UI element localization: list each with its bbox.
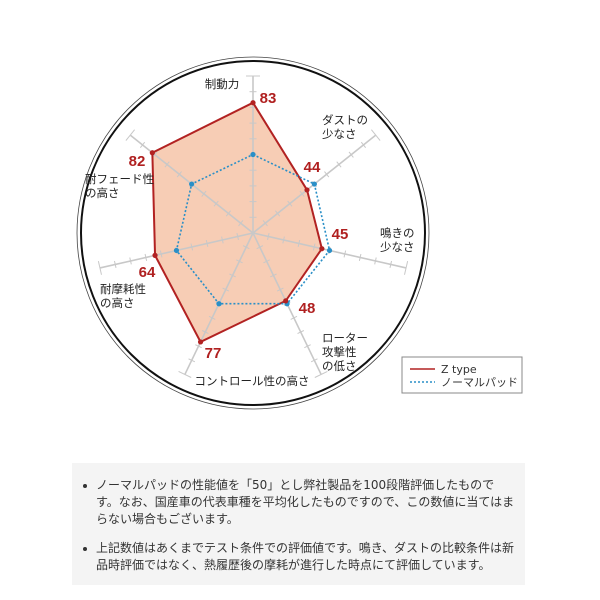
- axis-label: 攻撃性: [322, 345, 357, 359]
- z-type-line: [151, 101, 323, 344]
- axis-tick: [139, 141, 146, 148]
- axis-tick: [276, 287, 284, 292]
- z-type-value-label: 45: [332, 226, 349, 243]
- axis-label: 耐摩耗性: [100, 282, 146, 296]
- inner-ring: [80, 60, 426, 406]
- axis-tick: [274, 210, 281, 217]
- axis-tick: [324, 171, 330, 178]
- z-type-point: [197, 339, 204, 345]
- axis-tick: [201, 330, 209, 334]
- axis-label: の高さ: [100, 296, 135, 310]
- axis-tick: [236, 259, 243, 264]
- axis-label: 耐フェード性: [85, 172, 154, 186]
- z-type-value-label: 48: [299, 300, 316, 317]
- z-type-point: [319, 246, 325, 252]
- legend-box: [401, 356, 523, 394]
- axis-label: ダストの: [322, 113, 368, 127]
- axis-tick: [129, 257, 132, 265]
- z-type-value-label: 64: [139, 264, 156, 281]
- z-type-point: [250, 100, 256, 106]
- outer-ring: [76, 56, 430, 410]
- z-type-point: [149, 150, 155, 156]
- z-type-point: [283, 298, 289, 304]
- axis-tick: [242, 245, 250, 250]
- normal-pad-point: [173, 247, 180, 254]
- axis-tick: [201, 190, 207, 197]
- axis-tick: [297, 239, 301, 248]
- axis-tick: [304, 344, 311, 349]
- normal-pad-point: [250, 151, 256, 158]
- axis-label: ローター: [322, 331, 368, 345]
- axis-tick: [238, 220, 244, 227]
- axis-tick: [113, 260, 117, 268]
- axis-label: の高さ: [85, 186, 120, 200]
- axis-tick: [236, 232, 239, 241]
- axis-tick: [188, 358, 196, 363]
- axis-tick: [299, 190, 305, 197]
- axis-tick: [370, 129, 381, 141]
- axis-tick: [360, 141, 367, 148]
- axis-tick: [310, 358, 318, 363]
- axis-tick: [176, 171, 182, 178]
- z-type-value-label: 44: [304, 159, 321, 176]
- axis-tick: [213, 200, 219, 207]
- axis-tick: [343, 250, 347, 258]
- axis-tick: [270, 273, 277, 278]
- axis-tick: [190, 243, 194, 251]
- axis-label: 少なさ: [322, 127, 357, 141]
- axis-tick: [389, 260, 393, 268]
- axis-tick: [125, 129, 136, 141]
- axis-label: 鳴きの: [380, 226, 415, 240]
- axis-tick: [358, 253, 362, 261]
- normal-pad-point: [216, 301, 222, 307]
- axis-tick: [290, 315, 298, 320]
- axis-label: 少なさ: [380, 240, 415, 254]
- normal-pad-line: [175, 153, 331, 305]
- axis-tick: [229, 273, 236, 278]
- axis-tick: [195, 344, 202, 349]
- axis-tick: [312, 243, 316, 251]
- axis-tick: [178, 370, 192, 378]
- axis-tick: [159, 250, 163, 258]
- normal-pad-point: [189, 181, 195, 187]
- axis-tick: [404, 261, 409, 275]
- axis-tick: [144, 253, 148, 261]
- axis-tick: [282, 236, 285, 244]
- axis-tick: [205, 239, 209, 248]
- axis-tick: [314, 370, 328, 378]
- axis-tick: [164, 161, 170, 168]
- axis-tick: [225, 210, 232, 217]
- axis-label: コントロール性の高さ: [195, 374, 310, 388]
- axis-tick: [256, 245, 264, 250]
- z-type-point: [304, 187, 310, 193]
- z-type-area: [152, 102, 322, 342]
- note-item: ノーマルパッドの性能値を「50」とし弊社製品を100段階評価したものです。なお、…: [83, 478, 515, 526]
- note-item: 上記数値はあくまでテスト条件での評価値です。鳴き、ダストの比較条件は新品時評価で…: [83, 541, 514, 572]
- axis-tick: [222, 287, 230, 292]
- normal-pad-point: [326, 247, 333, 254]
- axis-tick: [374, 257, 377, 265]
- axis-tick: [348, 151, 354, 158]
- axis-tick: [208, 315, 216, 320]
- axis-label: の低さ: [322, 359, 357, 373]
- radar-chart: 83444548776482制動力ダストの少なさ鳴きの少なさローター攻撃性の低さ…: [76, 56, 523, 410]
- notes-box: ノーマルパッドの性能値を「50」とし弊社製品を100段階評価したものです。なお、…: [72, 463, 525, 585]
- axis-label: 制動力: [205, 77, 240, 91]
- z-type-value-label: 82: [129, 153, 146, 170]
- axis-tick: [262, 220, 268, 227]
- axis-tick: [287, 200, 293, 207]
- axis-tick: [221, 236, 224, 244]
- axis-tick: [336, 161, 342, 168]
- axis-tick: [297, 330, 305, 334]
- normal-pad-point: [311, 181, 317, 187]
- z-type-point: [152, 252, 158, 258]
- z-type-value-label: 77: [205, 345, 222, 362]
- axis-tick: [97, 261, 102, 275]
- legend-label: Z type: [441, 363, 477, 376]
- axis-tick: [267, 232, 270, 241]
- z-type-value-label: 83: [260, 90, 277, 107]
- legend-label: ノーマルパッド: [441, 376, 518, 389]
- axis-tick: [263, 259, 270, 264]
